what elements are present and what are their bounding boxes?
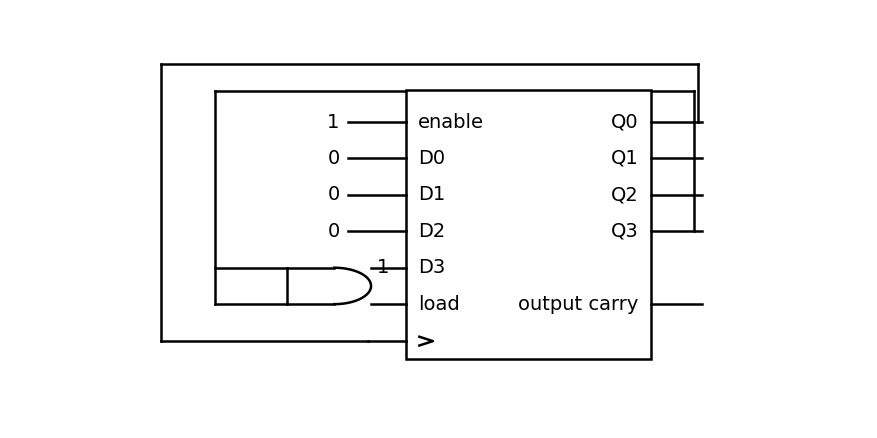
Text: 0: 0 <box>327 185 339 205</box>
Text: Q3: Q3 <box>610 222 638 241</box>
Text: 0: 0 <box>327 149 339 168</box>
Text: 1: 1 <box>327 113 339 131</box>
Text: Q1: Q1 <box>610 149 638 168</box>
Text: 1: 1 <box>376 258 389 277</box>
Text: D1: D1 <box>417 185 445 205</box>
Text: D2: D2 <box>417 222 445 241</box>
Text: D3: D3 <box>417 258 445 277</box>
Text: output carry: output carry <box>517 295 638 314</box>
Text: enable: enable <box>417 113 483 131</box>
Text: load: load <box>417 295 460 314</box>
Text: Q2: Q2 <box>610 185 638 205</box>
Text: D0: D0 <box>417 149 445 168</box>
Text: Q0: Q0 <box>610 113 638 131</box>
Bar <box>405 90 650 360</box>
Text: 0: 0 <box>327 222 339 241</box>
